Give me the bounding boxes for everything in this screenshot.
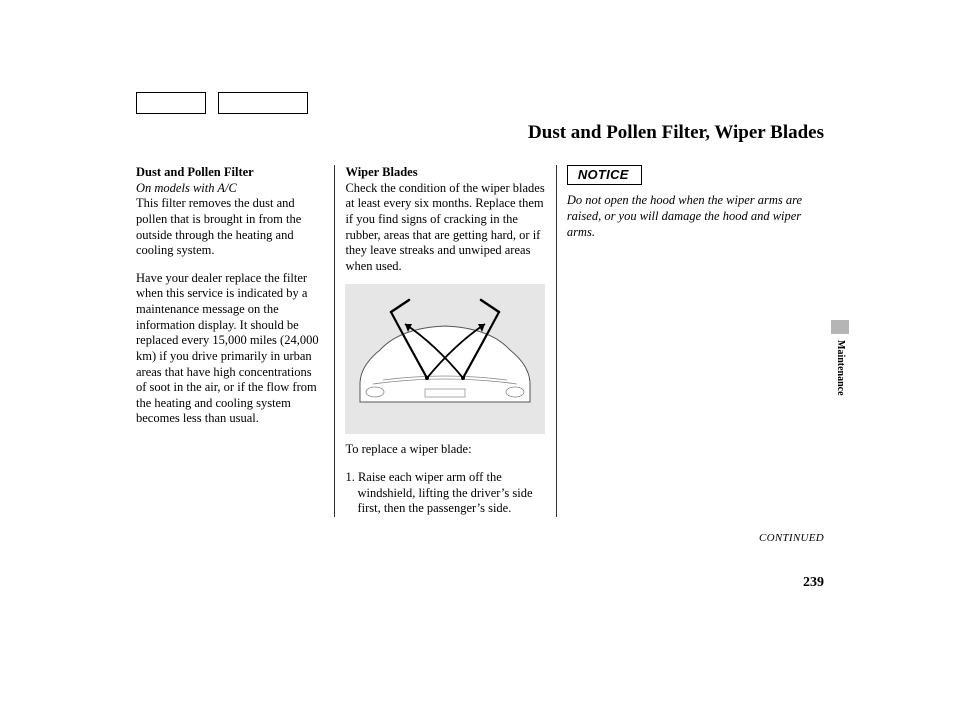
section-tab: [831, 320, 849, 334]
para-filter-desc: This filter removes the dust and pollen …: [136, 196, 320, 259]
ref-box-1: [136, 92, 206, 114]
column-dust-pollen: Dust and Pollen Filter On models with A/…: [136, 165, 335, 517]
section-label: Maintenance: [835, 340, 846, 396]
ref-box-2: [218, 92, 308, 114]
para-filter-replace: Have your dealer replace the filter when…: [136, 271, 320, 427]
wiper-diagram: [345, 284, 545, 434]
column-wiper-blades: Wiper Blades Check the condition of the …: [335, 165, 556, 517]
notice-text: Do not open the hood when the wiper arms…: [567, 193, 831, 240]
heading-dust-pollen: Dust and Pollen Filter: [136, 165, 320, 181]
top-reference-boxes: [136, 92, 308, 114]
content-columns: Dust and Pollen Filter On models with A/…: [136, 165, 831, 517]
para-wiper-check: Check the condition of the wiper blades …: [345, 181, 545, 275]
page-title: Dust and Pollen Filter, Wiper Blades: [528, 122, 824, 144]
notice-label: NOTICE: [567, 165, 642, 185]
continued-label: CONTINUED: [759, 532, 824, 544]
page-number: 239: [803, 575, 824, 591]
replace-intro: To replace a wiper blade:: [345, 442, 545, 458]
step-1: 1. Raise each wiper arm off the windshie…: [345, 470, 545, 517]
column-notice: NOTICE Do not open the hood when the wip…: [557, 165, 831, 517]
subheading-ac: On models with A/C: [136, 181, 320, 197]
heading-wiper: Wiper Blades: [345, 165, 545, 181]
